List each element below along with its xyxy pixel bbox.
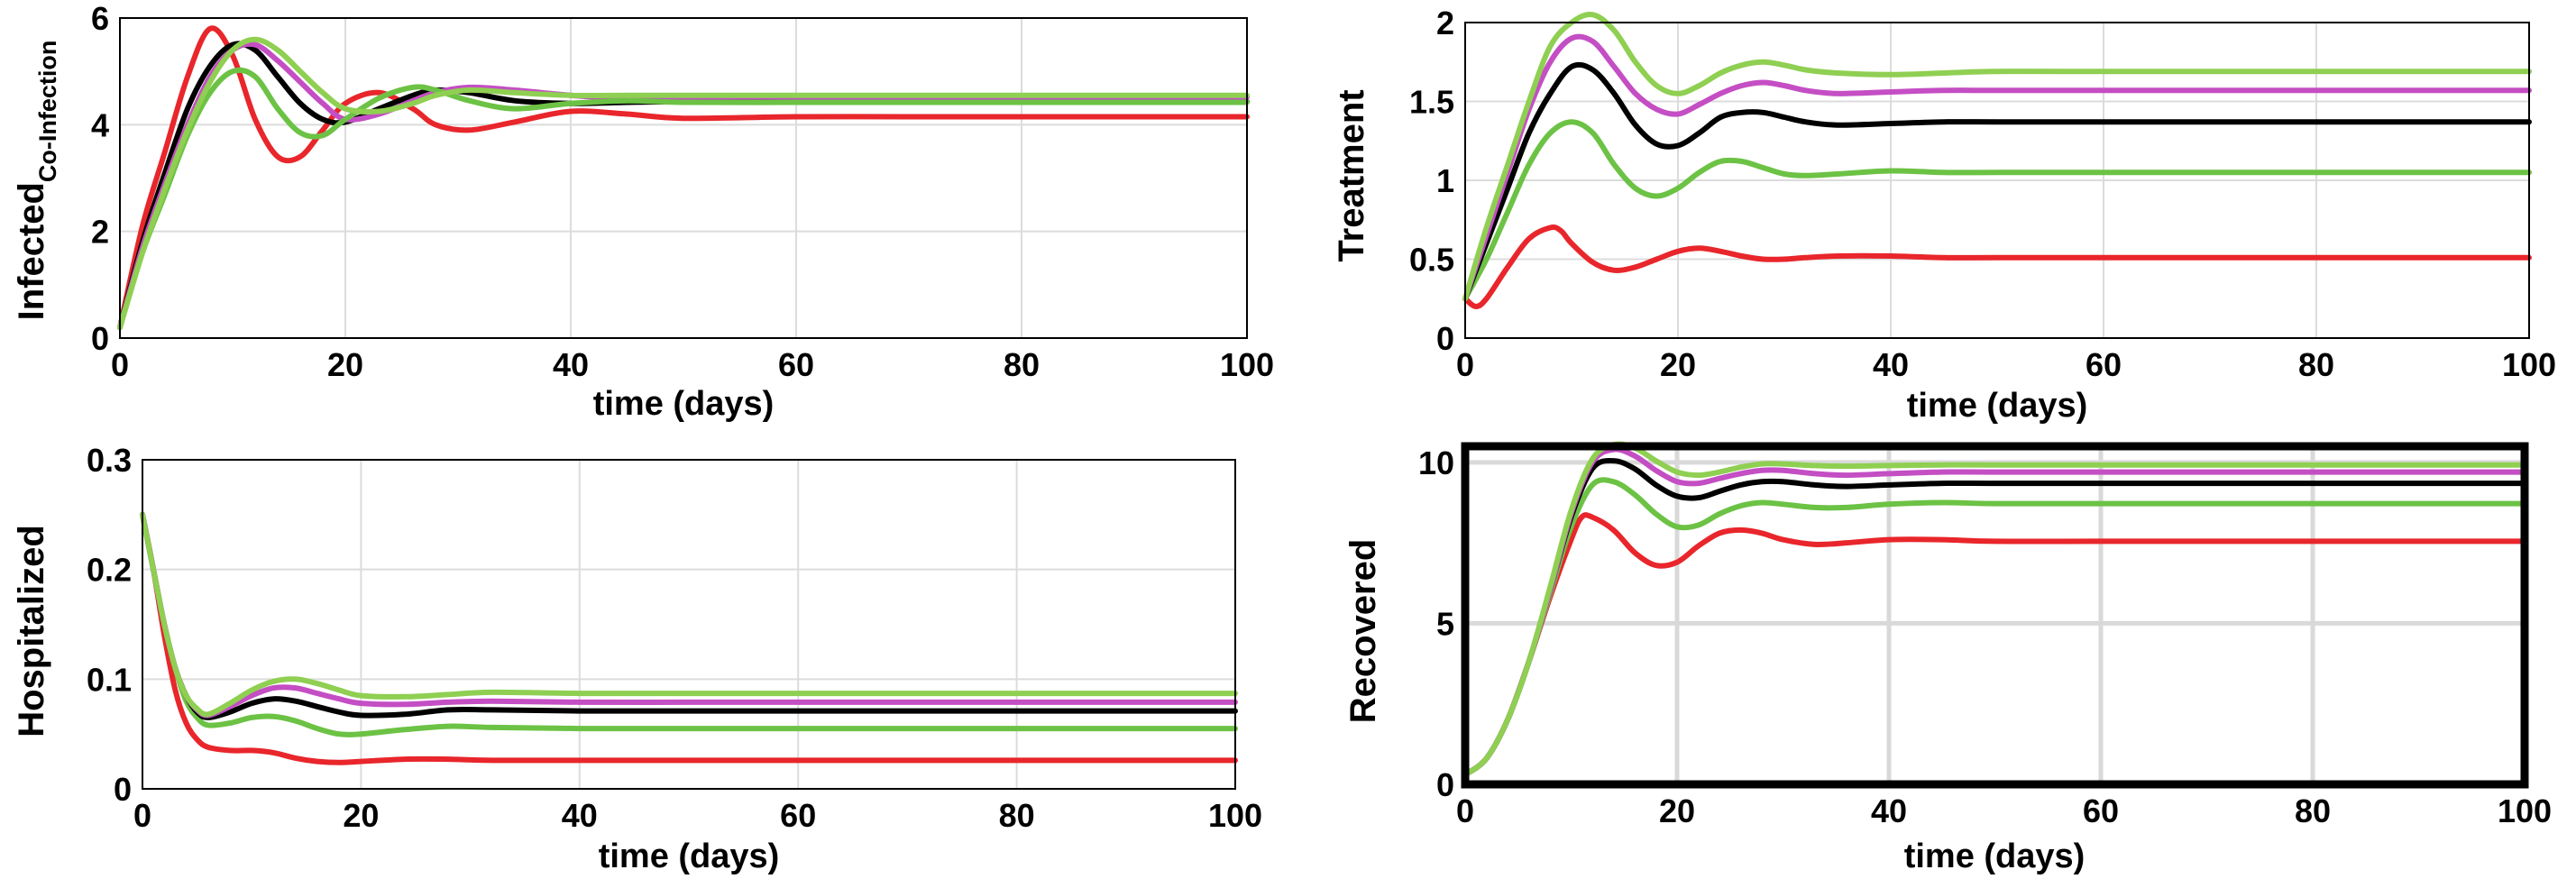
y-tick-label: 0.3 — [87, 442, 132, 479]
panel-hospitalized: 0 0.1 0.2 0.3 0 20 40 60 80 100 time (days) Hosp… — [12, 442, 1262, 875]
y-tick-label: 0 — [114, 771, 132, 808]
panel-hospitalized-series — [140, 511, 1238, 765]
series-line-green — [117, 67, 1250, 331]
y-tick-label: 10 — [1418, 444, 1454, 481]
x-tick-label: 0 — [111, 346, 129, 383]
panel-infected-yticks: 0 2 4 6 — [91, 0, 109, 357]
x-tick-label: 0 — [1456, 346, 1474, 383]
x-tick-label: 100 — [2502, 346, 2556, 383]
series-line-light-green — [1462, 12, 2532, 302]
panel-treatment: 0 0.5 1 1.5 2 0 20 40 60 80 100 time (days) Treat… — [1332, 5, 2556, 425]
x-tick-label: 80 — [999, 797, 1035, 834]
x-tick-label: 60 — [778, 346, 814, 383]
panel-treatment-xlabel: time (days) — [1907, 387, 2088, 425]
x-tick-label: 60 — [2083, 792, 2119, 829]
panel-treatment-yticks: 0 0.5 1 1.5 2 — [1409, 5, 1454, 357]
panel-infected-axes — [119, 17, 1248, 339]
y-tick-label: 1 — [1436, 162, 1454, 199]
series-line-magenta — [1462, 446, 2527, 778]
panel-infected-grid — [120, 18, 1247, 338]
series-line-black — [1462, 458, 2527, 778]
panel-hospitalized-xticks: 0 20 40 60 80 100 — [133, 797, 1262, 834]
panel-hospitalized-grid — [142, 460, 1235, 789]
panel-hospitalized-axes — [142, 459, 1236, 790]
panel-recovered-xticks: 0 20 40 60 80 100 — [1456, 792, 2552, 829]
panel-recovered: 0 5 10 0 20 40 60 80 100 time (days) Recovered — [1343, 441, 2552, 875]
x-tick-label: 40 — [562, 797, 598, 834]
y-tick-label: 0.2 — [87, 552, 132, 589]
panel-infected-xticks: 0 20 40 60 80 100 — [111, 346, 1274, 383]
panel-treatment-ylabel: Treatment — [1332, 89, 1371, 261]
panel-recovered-xlabel: time (days) — [1904, 838, 2086, 875]
x-tick-label: 20 — [343, 797, 379, 834]
panel-treatment-xticks: 0 20 40 60 80 100 — [1456, 346, 2556, 383]
x-tick-label: 20 — [327, 346, 363, 383]
series-line-green — [1462, 477, 2527, 778]
x-tick-label: 100 — [1208, 797, 1262, 834]
panel-infected-xlabel: time (days) — [593, 385, 775, 423]
series-line-magenta — [140, 511, 1238, 719]
series-line-magenta — [1462, 33, 2532, 302]
panel-recovered-ylabel: Recovered — [1343, 539, 1383, 724]
y-tick-label: 0 — [1436, 320, 1454, 357]
y-tick-label: 5 — [1436, 605, 1454, 642]
series-line-red — [140, 511, 1238, 765]
panel-infected: 0 2 4 6 0 20 40 60 80 100 time (days) InfectedCo… — [12, 0, 1274, 423]
y-tick-label: 1.5 — [1409, 84, 1454, 121]
panel-treatment-axes — [1464, 22, 2530, 339]
panel-recovered-series — [1462, 441, 2527, 778]
series-line-black — [140, 511, 1238, 720]
series-line-red — [1462, 512, 2527, 778]
panel-recovered-grid — [1465, 446, 2525, 784]
x-tick-label: 100 — [1220, 346, 1274, 383]
y-tick-label: 2 — [91, 214, 109, 251]
panel-infected-ylabel-sub: Co-Infection — [34, 41, 61, 182]
x-tick-label: 0 — [1456, 792, 1474, 829]
series-line-light-green — [117, 36, 1250, 331]
series-line-green — [1462, 119, 2532, 302]
x-tick-label: 0 — [133, 797, 151, 834]
x-tick-label: 40 — [553, 346, 589, 383]
x-tick-label: 60 — [2086, 346, 2122, 383]
x-tick-label: 100 — [2498, 792, 2552, 829]
series-line-light-green — [1462, 441, 2527, 778]
series-line-red — [1462, 224, 2532, 309]
x-tick-label: 40 — [1871, 792, 1907, 829]
y-tick-label: 6 — [91, 0, 109, 37]
x-tick-label: 80 — [2298, 346, 2334, 383]
panel-recovered-yticks: 0 5 10 — [1418, 444, 1454, 803]
x-tick-label: 60 — [780, 797, 816, 834]
series-line-light-green — [140, 511, 1238, 718]
x-tick-label: 20 — [1660, 346, 1696, 383]
panel-recovered-axes — [1461, 442, 2529, 789]
y-tick-label: 0.1 — [87, 661, 132, 698]
panel-hospitalized-yticks: 0 0.1 0.2 0.3 — [87, 442, 132, 808]
x-tick-label: 80 — [2295, 792, 2331, 829]
x-tick-label: 40 — [1873, 346, 1909, 383]
panel-hospitalized-ylabel: Hospitalized — [12, 525, 51, 737]
y-tick-label: 0 — [91, 320, 109, 357]
panel-infected-ylabel-main: Infected — [12, 182, 51, 320]
y-tick-label: 0 — [1436, 766, 1454, 803]
panel-infected-series — [117, 25, 1250, 331]
x-tick-label: 20 — [1659, 792, 1695, 829]
y-tick-label: 4 — [91, 106, 109, 143]
panel-infected-ylabel: InfectedCo-Infection — [12, 41, 61, 321]
x-tick-label: 80 — [1004, 346, 1040, 383]
y-tick-label: 2 — [1436, 5, 1454, 41]
panel-hospitalized-xlabel: time (days) — [599, 838, 780, 875]
series-line-black — [117, 41, 1250, 331]
series-line-black — [1462, 61, 2532, 302]
y-tick-label: 0.5 — [1409, 242, 1454, 279]
panel-treatment-series — [1462, 12, 2532, 309]
